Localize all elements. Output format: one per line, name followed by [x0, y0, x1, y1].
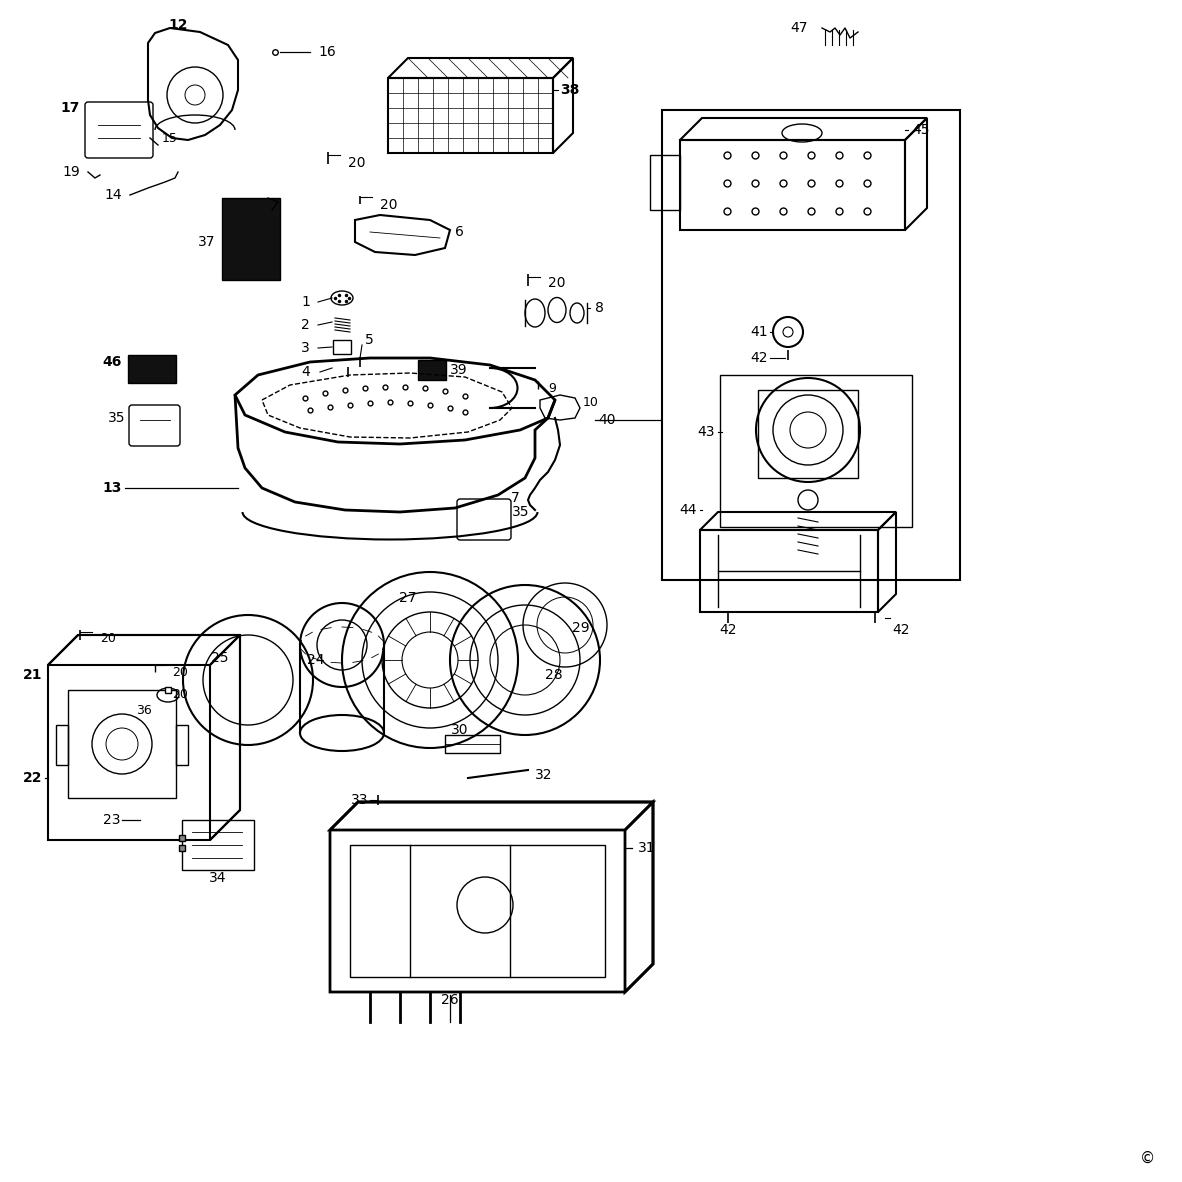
Text: 20: 20 [348, 156, 365, 170]
Text: 15: 15 [162, 131, 177, 144]
Text: 33: 33 [351, 793, 368, 807]
Text: 7: 7 [512, 491, 520, 505]
Text: 6: 6 [455, 225, 463, 239]
Bar [350, 845, 605, 978]
Text: 35: 35 [512, 505, 530, 519]
Text: 28: 28 [545, 668, 563, 682]
Text: 42: 42 [751, 351, 768, 365]
Bar [662, 110, 960, 580]
Text: 32: 32 [535, 768, 552, 782]
Text: 20: 20 [173, 665, 188, 678]
Bar [418, 361, 446, 379]
Bar [176, 725, 188, 765]
Text: 45: 45 [913, 123, 929, 137]
Bar [720, 375, 913, 527]
Text: 20: 20 [379, 199, 397, 212]
Text: 1: 1 [301, 296, 310, 309]
Text: 4: 4 [301, 365, 310, 379]
Text: 5: 5 [365, 333, 374, 348]
Text: 20: 20 [173, 688, 188, 701]
Text: 42: 42 [720, 623, 736, 637]
Bar [758, 390, 858, 478]
Text: 20: 20 [100, 631, 116, 644]
Text: 25: 25 [210, 651, 228, 665]
Text: 24: 24 [307, 652, 325, 667]
Text: 21: 21 [22, 668, 43, 682]
Text: 40: 40 [598, 413, 616, 427]
Text: 3: 3 [301, 340, 310, 355]
Text: 17: 17 [60, 100, 80, 115]
Text: 12: 12 [168, 18, 188, 32]
Bar [222, 199, 280, 280]
Bar [444, 735, 500, 753]
Bar [128, 355, 176, 383]
Text: 26: 26 [441, 993, 459, 1007]
Text: 31: 31 [638, 842, 656, 855]
Text: 35: 35 [108, 411, 125, 426]
Text: 8: 8 [595, 301, 604, 314]
Text: 36: 36 [136, 703, 152, 716]
Text: ©: © [1141, 1150, 1156, 1165]
Text: 30: 30 [452, 723, 469, 738]
Text: 41: 41 [751, 325, 768, 339]
Text: 39: 39 [450, 363, 468, 377]
Bar [182, 820, 254, 870]
Bar [56, 725, 69, 765]
Text: 42: 42 [892, 623, 909, 637]
Text: 20: 20 [548, 277, 565, 290]
Text: 22: 22 [22, 771, 43, 785]
Text: 13: 13 [103, 481, 122, 495]
Text: 43: 43 [697, 426, 715, 439]
Bar [680, 139, 905, 230]
Text: 2: 2 [301, 318, 310, 332]
Bar [388, 78, 553, 152]
Text: 37: 37 [197, 235, 215, 249]
Text: 23: 23 [103, 813, 121, 827]
Text: 29: 29 [572, 621, 590, 635]
Bar [650, 155, 680, 210]
Text: 27: 27 [400, 591, 417, 605]
Text: 38: 38 [560, 83, 579, 97]
Bar [700, 530, 878, 612]
Text: 14: 14 [104, 188, 122, 202]
Text: 9: 9 [548, 382, 556, 395]
Text: 34: 34 [209, 871, 227, 885]
Bar [333, 340, 351, 353]
Text: 47: 47 [791, 21, 808, 35]
Text: 46: 46 [103, 355, 122, 369]
Text: 10: 10 [583, 396, 599, 409]
Text: 19: 19 [63, 165, 80, 178]
Bar [69, 690, 176, 798]
Text: 44: 44 [680, 504, 697, 517]
Text: 16: 16 [318, 45, 336, 59]
